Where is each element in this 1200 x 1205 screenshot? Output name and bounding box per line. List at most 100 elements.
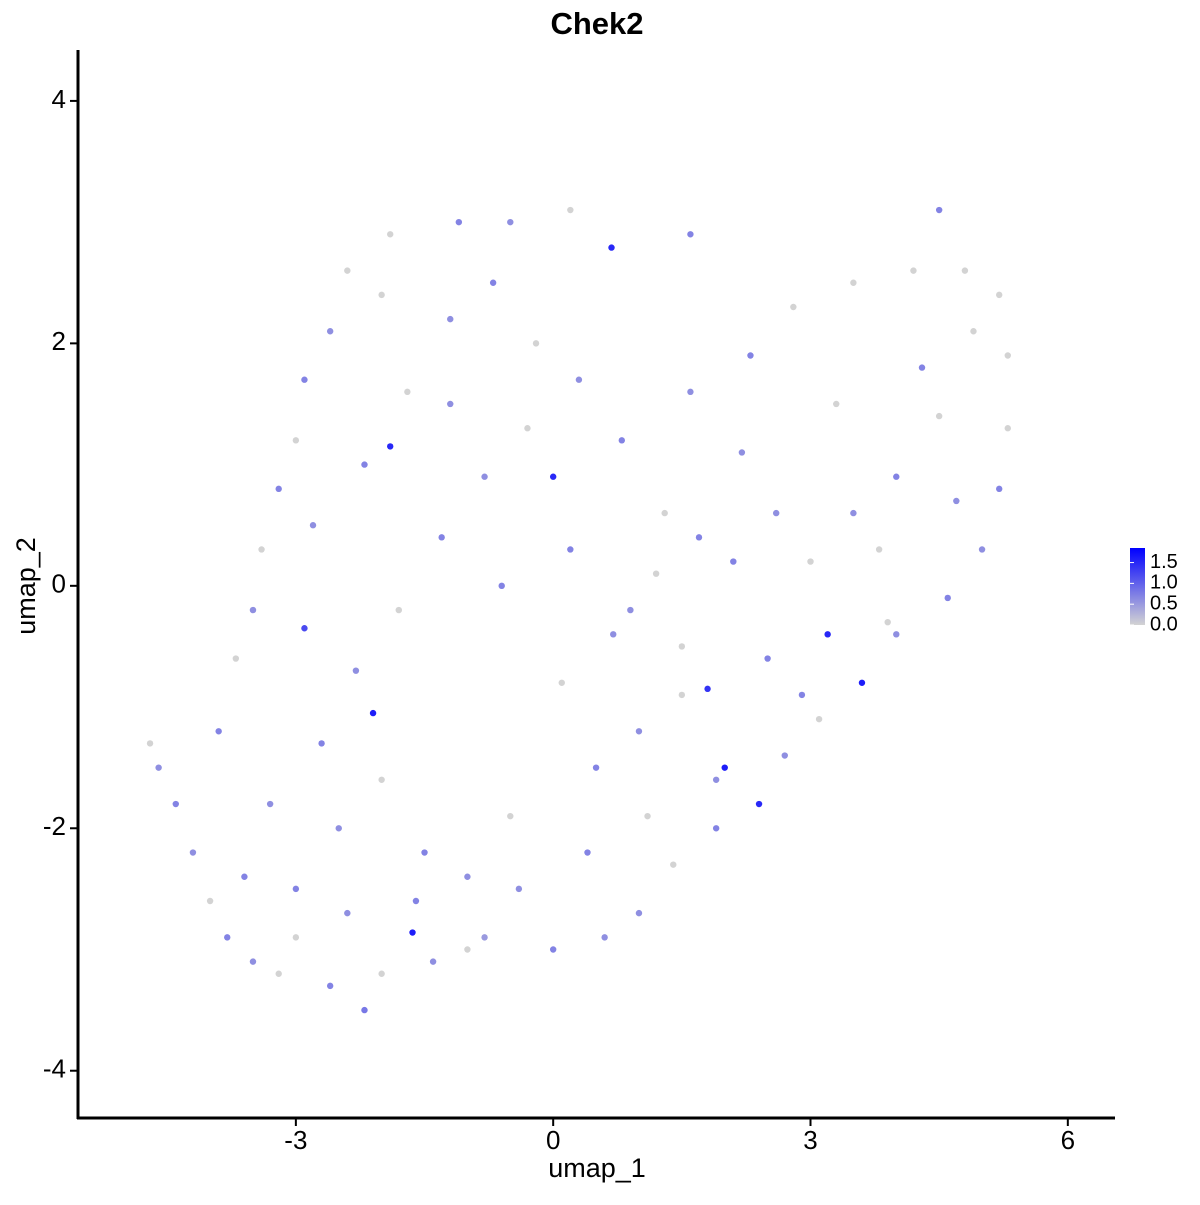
point <box>292 437 300 444</box>
point <box>335 825 342 832</box>
point <box>352 667 360 674</box>
point <box>558 679 565 686</box>
point <box>409 929 416 936</box>
chart-title: Chek2 <box>550 6 643 41</box>
point <box>361 1006 368 1014</box>
point <box>730 558 737 565</box>
point <box>464 873 471 880</box>
point <box>970 328 977 335</box>
y-tick-label: 2 <box>52 326 66 356</box>
point <box>944 594 951 602</box>
point <box>644 812 651 820</box>
y-tick-label: -2 <box>43 811 66 841</box>
point <box>326 328 334 335</box>
point <box>608 244 615 251</box>
point <box>438 534 445 541</box>
point <box>292 934 300 941</box>
point <box>224 934 231 941</box>
point <box>189 849 197 856</box>
point <box>275 970 282 977</box>
point <box>567 546 574 553</box>
x-tick-label: 3 <box>803 1125 817 1155</box>
point <box>489 279 497 286</box>
point <box>678 643 686 650</box>
point <box>764 655 771 662</box>
point <box>875 546 883 553</box>
point <box>206 897 214 905</box>
point <box>798 691 806 699</box>
point <box>935 206 943 214</box>
point <box>893 473 900 480</box>
point <box>455 218 463 226</box>
point <box>738 449 746 456</box>
point <box>292 885 300 893</box>
colorbar-label: 0.0 <box>1150 613 1178 635</box>
point <box>755 800 763 808</box>
point <box>721 764 728 771</box>
point <box>815 715 823 723</box>
point <box>395 606 402 614</box>
point <box>549 946 557 953</box>
y-tick-label: -4 <box>43 1054 66 1084</box>
point <box>824 631 831 638</box>
point <box>807 558 814 565</box>
point <box>215 728 222 735</box>
point <box>249 958 257 965</box>
colorbar <box>1130 548 1145 625</box>
point <box>464 946 471 953</box>
point <box>232 655 240 662</box>
point <box>627 606 634 614</box>
point <box>678 691 686 699</box>
point <box>326 982 334 990</box>
point <box>850 509 857 517</box>
point <box>1004 425 1011 432</box>
point <box>601 934 608 941</box>
point <box>344 267 351 274</box>
colorbar-label: 0.5 <box>1150 592 1178 614</box>
point <box>481 473 488 480</box>
point <box>447 400 454 408</box>
point <box>635 909 643 917</box>
point <box>910 267 917 274</box>
point <box>378 291 385 299</box>
x-tick-label: 6 <box>1061 1125 1075 1155</box>
point <box>507 812 514 820</box>
point <box>387 231 394 238</box>
point <box>412 897 420 905</box>
point <box>953 497 960 505</box>
point <box>258 546 265 553</box>
point <box>387 443 394 450</box>
point <box>266 800 274 808</box>
point <box>670 861 677 868</box>
point <box>661 509 668 517</box>
point <box>301 625 308 632</box>
point <box>712 825 720 832</box>
point <box>318 740 325 747</box>
point <box>712 776 720 783</box>
point <box>361 461 368 468</box>
point <box>421 849 428 856</box>
point <box>996 291 1003 299</box>
point <box>507 218 514 226</box>
y-axis-label: umap_2 <box>11 537 41 635</box>
point <box>369 709 377 717</box>
point <box>172 800 179 808</box>
colorbar-label: 1.0 <box>1150 572 1178 594</box>
x-tick-label: 0 <box>546 1125 560 1155</box>
y-tick-label: 0 <box>52 569 66 599</box>
point <box>344 909 351 917</box>
point <box>155 764 162 771</box>
point <box>996 485 1003 493</box>
point <box>498 582 505 590</box>
colorbar-label: 1.5 <box>1150 551 1178 573</box>
point <box>790 303 797 311</box>
point <box>918 364 926 371</box>
point <box>549 473 557 480</box>
point <box>301 376 308 383</box>
point <box>447 315 454 323</box>
point <box>884 618 891 626</box>
point <box>747 352 754 359</box>
point <box>704 685 711 693</box>
point <box>935 412 943 420</box>
